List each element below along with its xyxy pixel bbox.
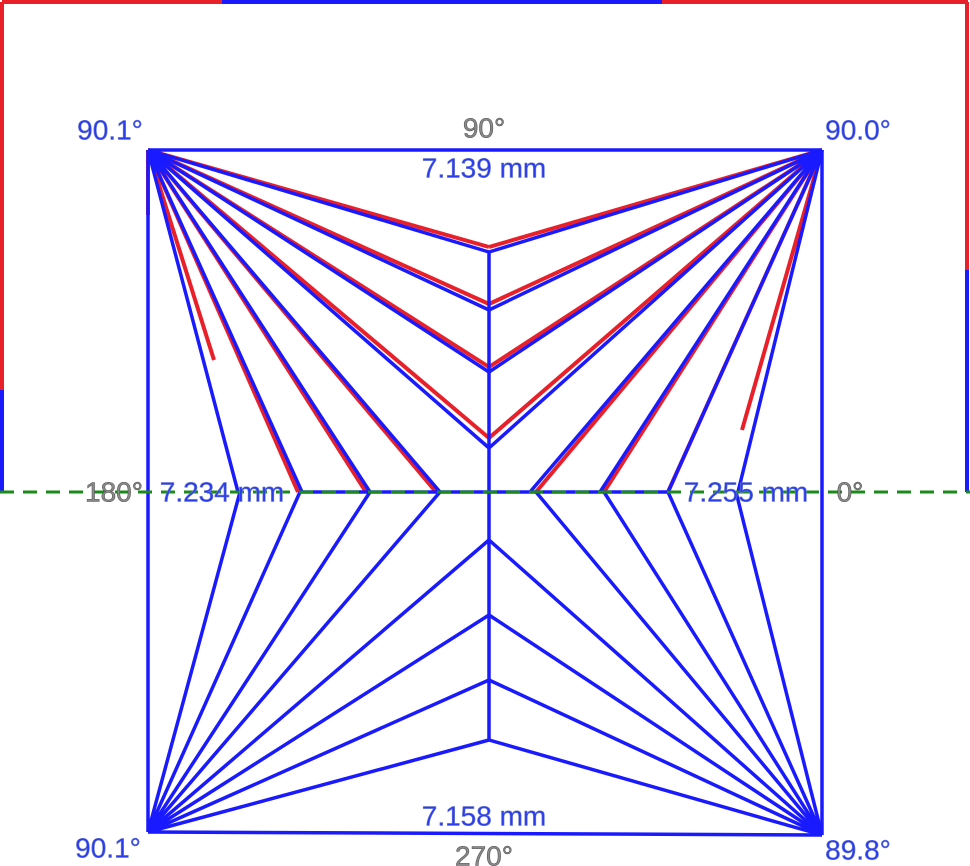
line [487,538,824,837]
direction-label: 0° [837,476,864,507]
line [147,738,490,834]
line [146,490,442,834]
line [598,149,824,493]
corner-angle: 90.0° [825,114,891,145]
line [146,149,372,493]
direction-label: 180° [85,476,143,507]
line [146,148,491,450]
line [146,149,304,493]
line [488,148,823,312]
dimension-label: 7.158 mm [422,800,547,831]
dimension-label: 7.139 mm [422,152,547,183]
line [147,830,823,837]
line [734,491,824,836]
dimension-label: 7.255 mm [684,476,809,507]
frame [0,0,969,492]
line [488,738,823,837]
line [534,490,824,837]
line [666,149,824,493]
direction-label: 90° [463,112,505,143]
reference-lines [146,148,824,494]
line [146,491,302,833]
line [528,148,824,494]
direction-label: 270° [455,840,513,866]
line [147,148,490,374]
line [740,149,824,431]
line [146,491,242,833]
line [147,678,490,834]
line [146,491,372,833]
line [146,148,442,494]
line [666,491,824,836]
line [146,149,240,493]
line [736,149,824,493]
line [488,148,823,374]
line [488,678,823,837]
measured-lines [146,148,824,837]
line [147,148,490,312]
line [147,148,490,254]
corner-angle: 90.1° [77,114,143,145]
line [488,613,823,837]
dimension-label: 7.234 mm [160,476,285,507]
line [487,148,824,450]
line [488,148,823,254]
line [146,538,491,834]
line [602,491,824,836]
corner-angle: 89.8° [825,834,891,865]
corner-angle: 90.1° [75,832,141,863]
line [147,613,490,834]
